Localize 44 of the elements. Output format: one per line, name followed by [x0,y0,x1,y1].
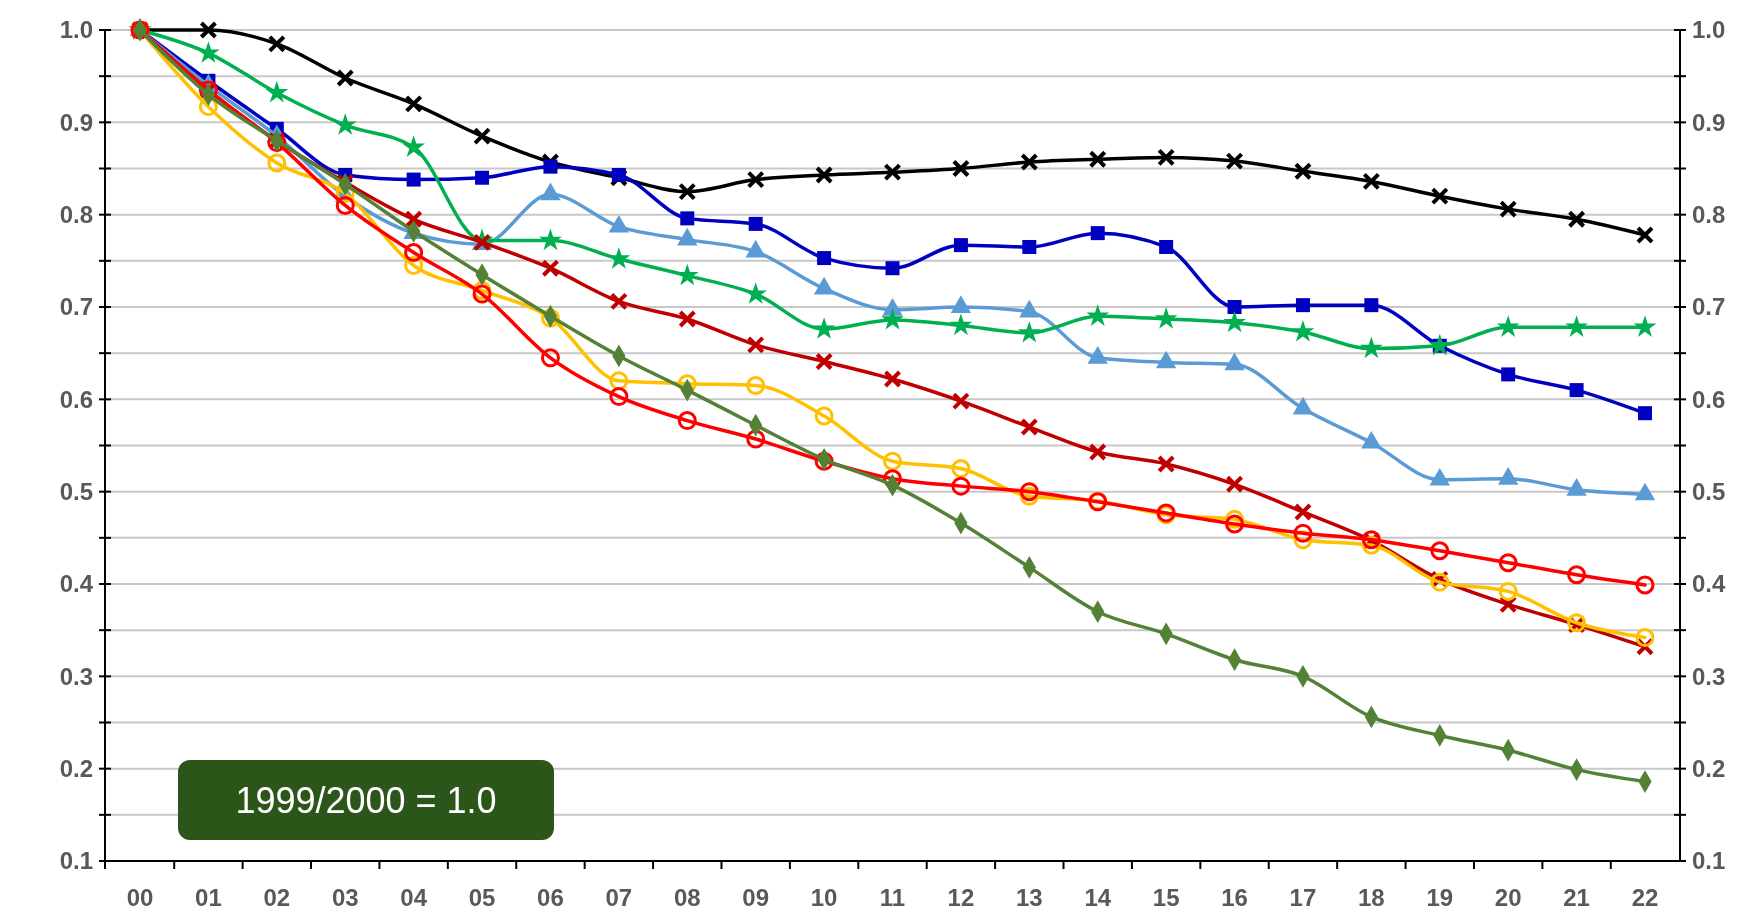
x-tick-label: 01 [195,884,222,910]
x-tick-label: 12 [947,884,975,910]
x-tick-label: 06 [537,884,564,910]
x-tick-label: 11 [879,884,906,910]
x-tick-label: 14 [1084,884,1112,910]
annotation: 1999/2000 = 1.0 [235,779,497,821]
y2-tick-label: 0.2 [1692,755,1726,783]
y-tick-label: 0.6 [59,385,93,413]
x-tick-label: 07 [605,884,633,910]
x-tick-label: 19 [1426,884,1454,910]
y2-tick-label: 0.3 [1692,662,1726,690]
y-tick-label: 0.2 [59,755,93,783]
y-tick-label: 1.0 [59,16,93,44]
x-tick-label: 10 [810,884,838,910]
y-tick-label: 0.9 [59,108,93,136]
y2-tick-label: 0.5 [1692,478,1726,506]
x-tick-label: 21 [1563,884,1590,910]
x-tick-label: 00 [126,884,154,910]
y2-tick-label: 0.4 [1692,570,1727,598]
x-tick-label: 22 [1631,884,1659,910]
x-tick-label: 20 [1494,884,1522,910]
y2-tick-label: 0.8 [1692,201,1726,229]
x-tick-label: 05 [468,884,496,910]
y2-tick-label: 0.9 [1692,108,1726,136]
x-tick-label: 17 [1289,884,1317,910]
x-tick-label: 02 [263,884,291,910]
y2-tick-label: 0.7 [1692,293,1726,321]
y-tick-label: 0.8 [59,201,93,229]
y-tick-label: 0.4 [59,570,94,598]
x-tick-label: 18 [1358,884,1385,910]
x-tick-label: 13 [1015,884,1043,910]
y2-tick-label: 0.1 [1692,847,1726,875]
y2-tick-label: 0.6 [1692,385,1726,413]
x-tick-label: 08 [673,884,701,910]
y-tick-label: 0.5 [59,478,93,506]
y-tick-label: 0.3 [59,662,93,690]
y-tick-label: 0.1 [59,847,93,875]
x-tick-label: 04 [400,884,428,910]
y-tick-label: 0.7 [59,293,93,321]
x-tick-label: 03 [331,884,359,910]
x-tick-label: 16 [1221,884,1248,910]
y2-tick-label: 1.0 [1692,16,1726,44]
x-tick-label: 09 [742,884,770,910]
x-tick-label: 15 [1152,884,1180,910]
